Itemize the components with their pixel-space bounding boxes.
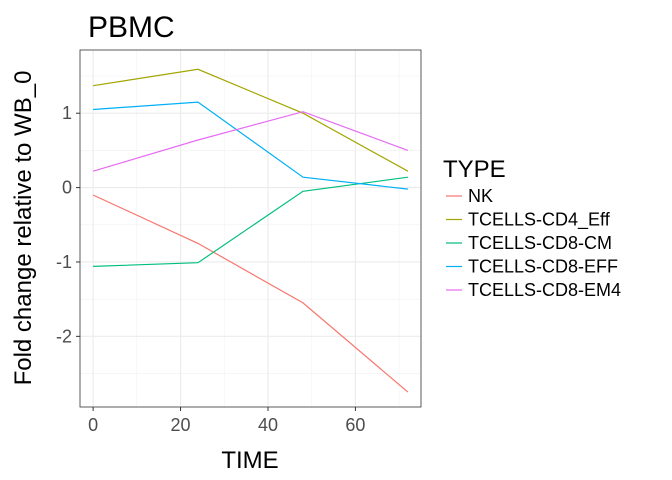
series-line-tcells-cd8-em4 <box>92 111 409 172</box>
x-tick-label: 0 <box>88 415 98 435</box>
series-lines <box>92 68 409 393</box>
legend-label-tcells-cd4-eff: TCELLS-CD4_Eff <box>468 210 611 231</box>
legend-label-nk: NK <box>468 186 493 206</box>
legend-title: TYPE <box>443 156 506 183</box>
legend-item-tcells-cd8-em4: TCELLS-CD8-EM4 <box>446 280 621 300</box>
x-axis-ticks: 0 20 40 60 <box>88 407 365 435</box>
y-tick-label: 1 <box>62 103 72 123</box>
y-tick-label: 0 <box>62 178 72 198</box>
x-tick-label: 20 <box>171 415 191 435</box>
y-tick-label: -1 <box>56 252 72 272</box>
legend-item-tcells-cd8-eff: TCELLS-CD8-EFF <box>446 257 618 277</box>
chart-title: PBMC <box>88 11 175 44</box>
legend-label-tcells-cd8-eff: TCELLS-CD8-EFF <box>468 257 618 277</box>
series-line-tcells-cd4-eff <box>93 68 409 172</box>
x-tick-label: 60 <box>345 415 365 435</box>
legend-item-tcells-cd4-eff: TCELLS-CD4_Eff <box>446 210 611 231</box>
y-axis-ticks: -2 -1 0 1 <box>56 103 80 346</box>
plot-background <box>80 50 421 407</box>
legend-label-tcells-cd8-em4: TCELLS-CD8-EM4 <box>468 280 621 300</box>
legend-label-tcells-cd8-cm: TCELLS-CD8-CM <box>468 233 612 253</box>
grid-minor <box>80 50 421 407</box>
x-tick-label: 40 <box>258 415 278 435</box>
legend-item-tcells-cd8-cm: TCELLS-CD8-CM <box>446 233 612 253</box>
plot-border <box>79 49 422 408</box>
legend-item-nk: NK <box>446 186 493 206</box>
series-line-tcells-cd8-cm <box>93 176 408 267</box>
y-tick-label: -2 <box>56 326 72 346</box>
x-axis-title: TIME <box>221 447 278 474</box>
plot-panel <box>79 49 422 408</box>
series-line-tcells-cd8-eff <box>93 101 408 190</box>
series-line-nk <box>92 194 409 393</box>
y-axis-title: Fold change relative to WB_0 <box>10 71 37 386</box>
